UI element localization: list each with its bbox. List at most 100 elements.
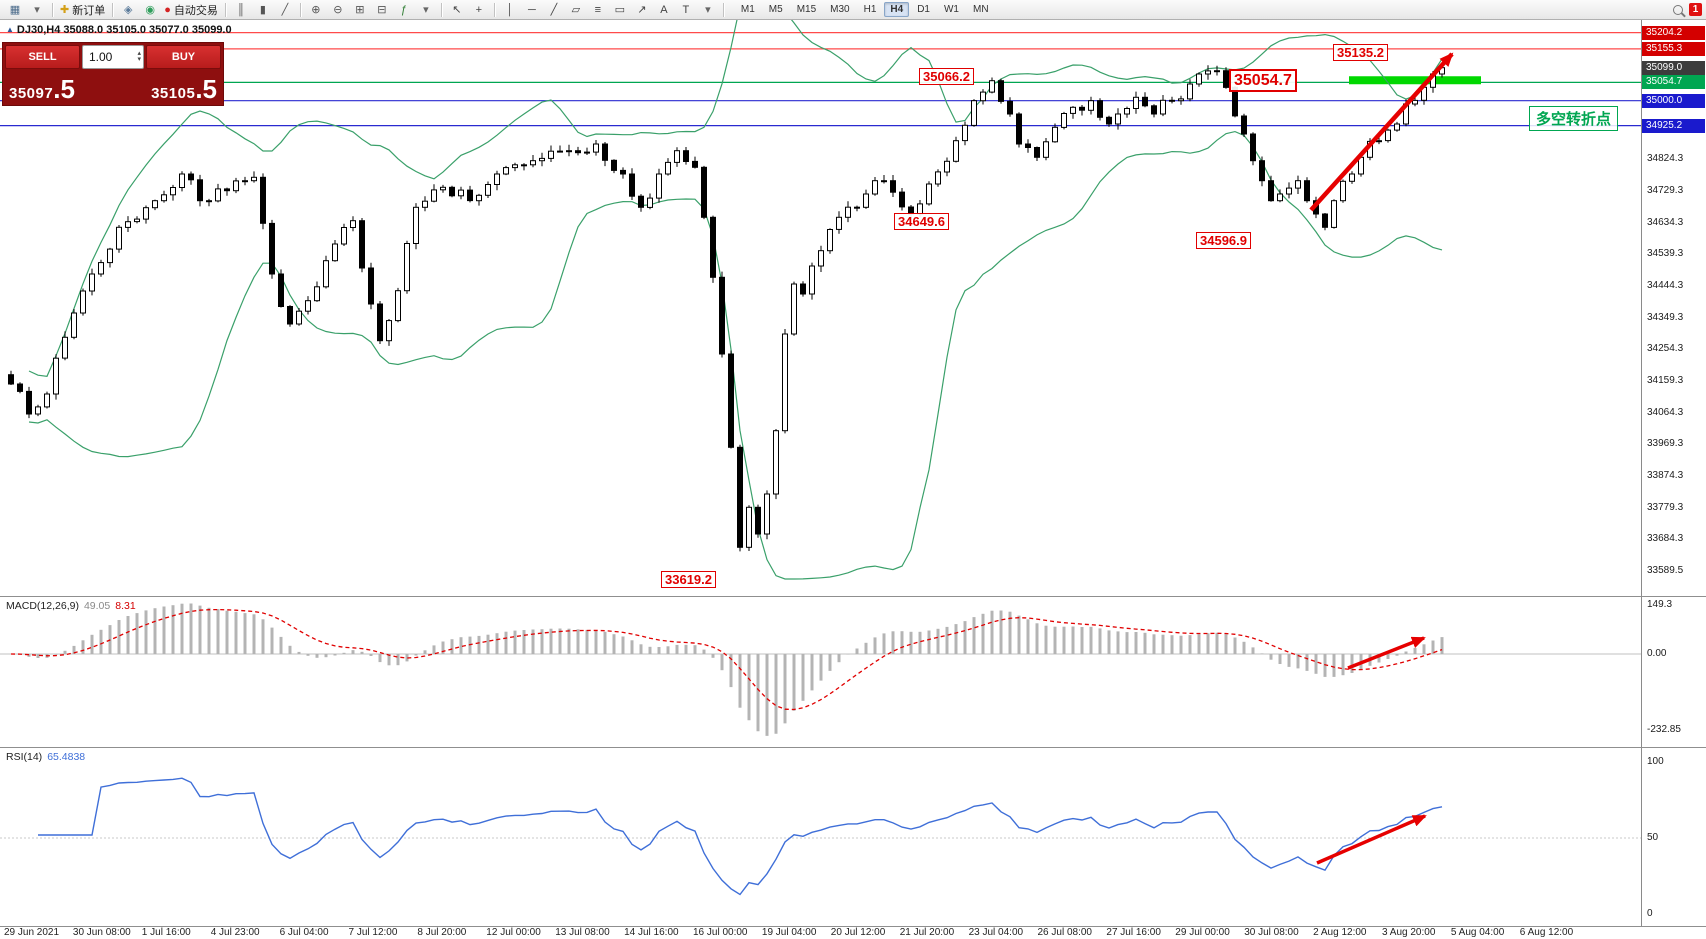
trade-panel-prices-row: 35097.5 35105.5 [5,69,221,103]
toolbar-right-group: 1 [1673,3,1702,16]
time-axis-label: 29 Jul 00:00 [1175,927,1230,938]
timeframe-mn[interactable]: MN [972,4,989,15]
indicators-dropdown[interactable]: ▾ [416,2,436,18]
price-axis-label: 33684.3 [1647,533,1684,545]
arrow-tool-icon[interactable]: ↗ [632,2,652,18]
price-axis-label: 33779.3 [1647,501,1684,513]
shapes-icon[interactable]: ▭ [610,2,630,18]
horizontal-line-icon[interactable]: ─ [522,2,542,18]
price-level-tag: 34925.2 [1642,118,1705,133]
macd-axis-label: 0.00 [1647,648,1667,659]
toolbar-separator [493,2,495,17]
new-order-button-glyph: ✚ [60,3,70,16]
timeframe-d1[interactable]: D1 [917,4,930,15]
timeframe-m30[interactable]: M30 [830,4,850,15]
crosshair-icon-glyph: + [475,3,483,16]
one-click-trading-panel: SELL 1.00 ▴ ▾ BUY 35097.5 35105.5 [2,42,224,106]
vertical-line-icon-glyph: │ [506,3,514,16]
autotrade-button-label: 自动交易 [173,4,218,17]
price-level-tag: 35204.2 [1642,25,1705,40]
objects-dropdown-glyph: ▾ [705,3,711,16]
time-axis[interactable]: 29 Jun 2021 30 Jun 08:00 1 Jul 16:00 4 Jul … [0,927,1706,939]
text-label-icon-glyph: T [682,3,690,16]
search-icon[interactable] [1673,4,1683,15]
main-toolbar: ▦ ▾ ✚ 新订单 ◈ ◉ ● 自动交易 ║ ▮ ╱ ⊕ ⊖ ⊞ ⊟ ƒ ▾ ↖ + │ ─ ╱ ▱ ≡ ▭ ↗ A T ▾ M1 M5 M… [0,0,1706,20]
timeframe-w1[interactable]: W1 [943,4,959,15]
volume-input[interactable]: 1.00 ▴ ▾ [82,45,144,69]
toolbar-separator [299,2,301,17]
new-order-button[interactable]: ✚ 新订单 [58,2,107,18]
cursor-icon-glyph: ↖ [452,3,462,16]
time-axis-label: 16 Jul 00:00 [693,927,748,938]
sell-button[interactable]: SELL [5,45,80,69]
time-axis-label: 3 Aug 20:00 [1382,927,1436,938]
tile-windows-icon[interactable]: ⊞ [350,2,370,18]
time-axis-label: 6 Jul 04:00 [279,927,329,938]
toolbar-icon-group: ▦ ▾ ✚ 新订单 ◈ ◉ ● 自动交易 ║ ▮ ╱ ⊕ ⊖ ⊞ ⊟ ƒ ▾ ↖ + │ ─ ╱ ▱ ≡ ▭ ↗ A T ▾ [4,0,728,19]
time-axis-label: 26 Jul 08:00 [1037,927,1093,938]
time-axis-label: 5 Aug 04:00 [1450,927,1505,938]
panel-separator[interactable] [0,747,1706,748]
macd-indicator-label: MACD(12,26,9) 49.05 8.31 [6,600,136,612]
cursor-icon[interactable]: ↖ [447,2,467,18]
market-watch-icon[interactable]: ◉ [140,2,160,18]
market-watch-icon-glyph: ◉ [145,3,156,16]
navigator-icon-glyph: ◈ [123,3,133,16]
line-chart-icon[interactable]: ╱ [275,2,295,18]
price-axis-label: 33969.3 [1647,438,1684,450]
time-axis-label: 14 Jul 16:00 [624,927,679,938]
autotrade-button[interactable]: ● 自动交易 [162,2,220,18]
toolbar-separator [722,2,724,17]
trendline-icon[interactable]: ╱ [544,2,564,18]
price-axis-label: 34349.3 [1647,311,1684,323]
zoom-in-icon-glyph: ⊕ [311,3,321,16]
time-axis-label: 19 Jul 04:00 [761,927,817,938]
trendline-icon-glyph: ╱ [550,3,558,16]
timeframe-m15[interactable]: M15 [796,4,817,15]
vertical-line-icon[interactable]: │ [500,2,520,18]
notification-badge[interactable]: 1 [1689,3,1702,16]
toolbar-separator [440,2,442,17]
cascade-windows-icon[interactable]: ⊟ [372,2,392,18]
indicators-icon-glyph: ƒ [400,3,407,16]
candlestick-chart-icon[interactable]: ▮ [253,2,273,18]
shapes-icon-glyph: ▭ [614,3,626,16]
buy-button[interactable]: BUY [146,45,221,69]
cascade-windows-icon-glyph: ⊟ [377,3,387,16]
text-label-icon[interactable]: T [676,2,696,18]
panel-separator[interactable] [0,596,1706,597]
navigator-icon[interactable]: ◈ [118,2,138,18]
timeframe-h1[interactable]: H1 [863,4,877,15]
fibonacci-icon-glyph: ≡ [594,3,602,16]
zoom-out-icon-glyph: ⊖ [333,3,343,16]
new-chart-dropdown[interactable]: ▾ [27,2,47,18]
objects-dropdown[interactable]: ▾ [698,2,718,18]
arrow-tool-icon-glyph: ↗ [637,3,647,16]
timeframe-m1[interactable]: M1 [740,4,755,15]
fibonacci-icon[interactable]: ≡ [588,2,608,18]
time-axis-label: 30 Jul 08:00 [1244,927,1299,938]
new-chart-icon[interactable]: ▦ [5,2,25,18]
price-axis[interactable]: 34824.3 34729.3 34634.3 34539.3 34444.3 34349… [1641,0,1706,939]
time-axis-label: 13 Jul 08:00 [555,927,610,938]
price-axis-label: 34539.3 [1647,248,1684,260]
zoom-out-icon[interactable]: ⊖ [328,2,348,18]
sell-price: 35097.5 [9,74,75,104]
rsi-axis-label: 0 [1647,908,1653,919]
volume-stepper[interactable]: ▴ ▾ [137,50,141,63]
price-axis-label: 34729.3 [1647,184,1684,196]
crosshair-icon[interactable]: + [469,2,489,18]
zoom-in-icon[interactable]: ⊕ [306,2,326,18]
timeframe-m5[interactable]: M5 [768,4,783,15]
volume-down-icon[interactable]: ▾ [137,56,141,63]
time-axis-label: 1 Jul 16:00 [141,927,191,938]
indicators-icon[interactable]: ƒ [394,2,414,18]
timeframe-h4[interactable]: H4 [884,2,910,17]
bar-chart-icon[interactable]: ║ [231,2,251,18]
text-icon[interactable]: A [654,2,674,18]
channel-icon[interactable]: ▱ [566,2,586,18]
volume-up-icon[interactable]: ▴ [137,50,141,57]
rsi-axis-label: 50 [1647,832,1659,843]
toolbar-separator [52,2,53,17]
